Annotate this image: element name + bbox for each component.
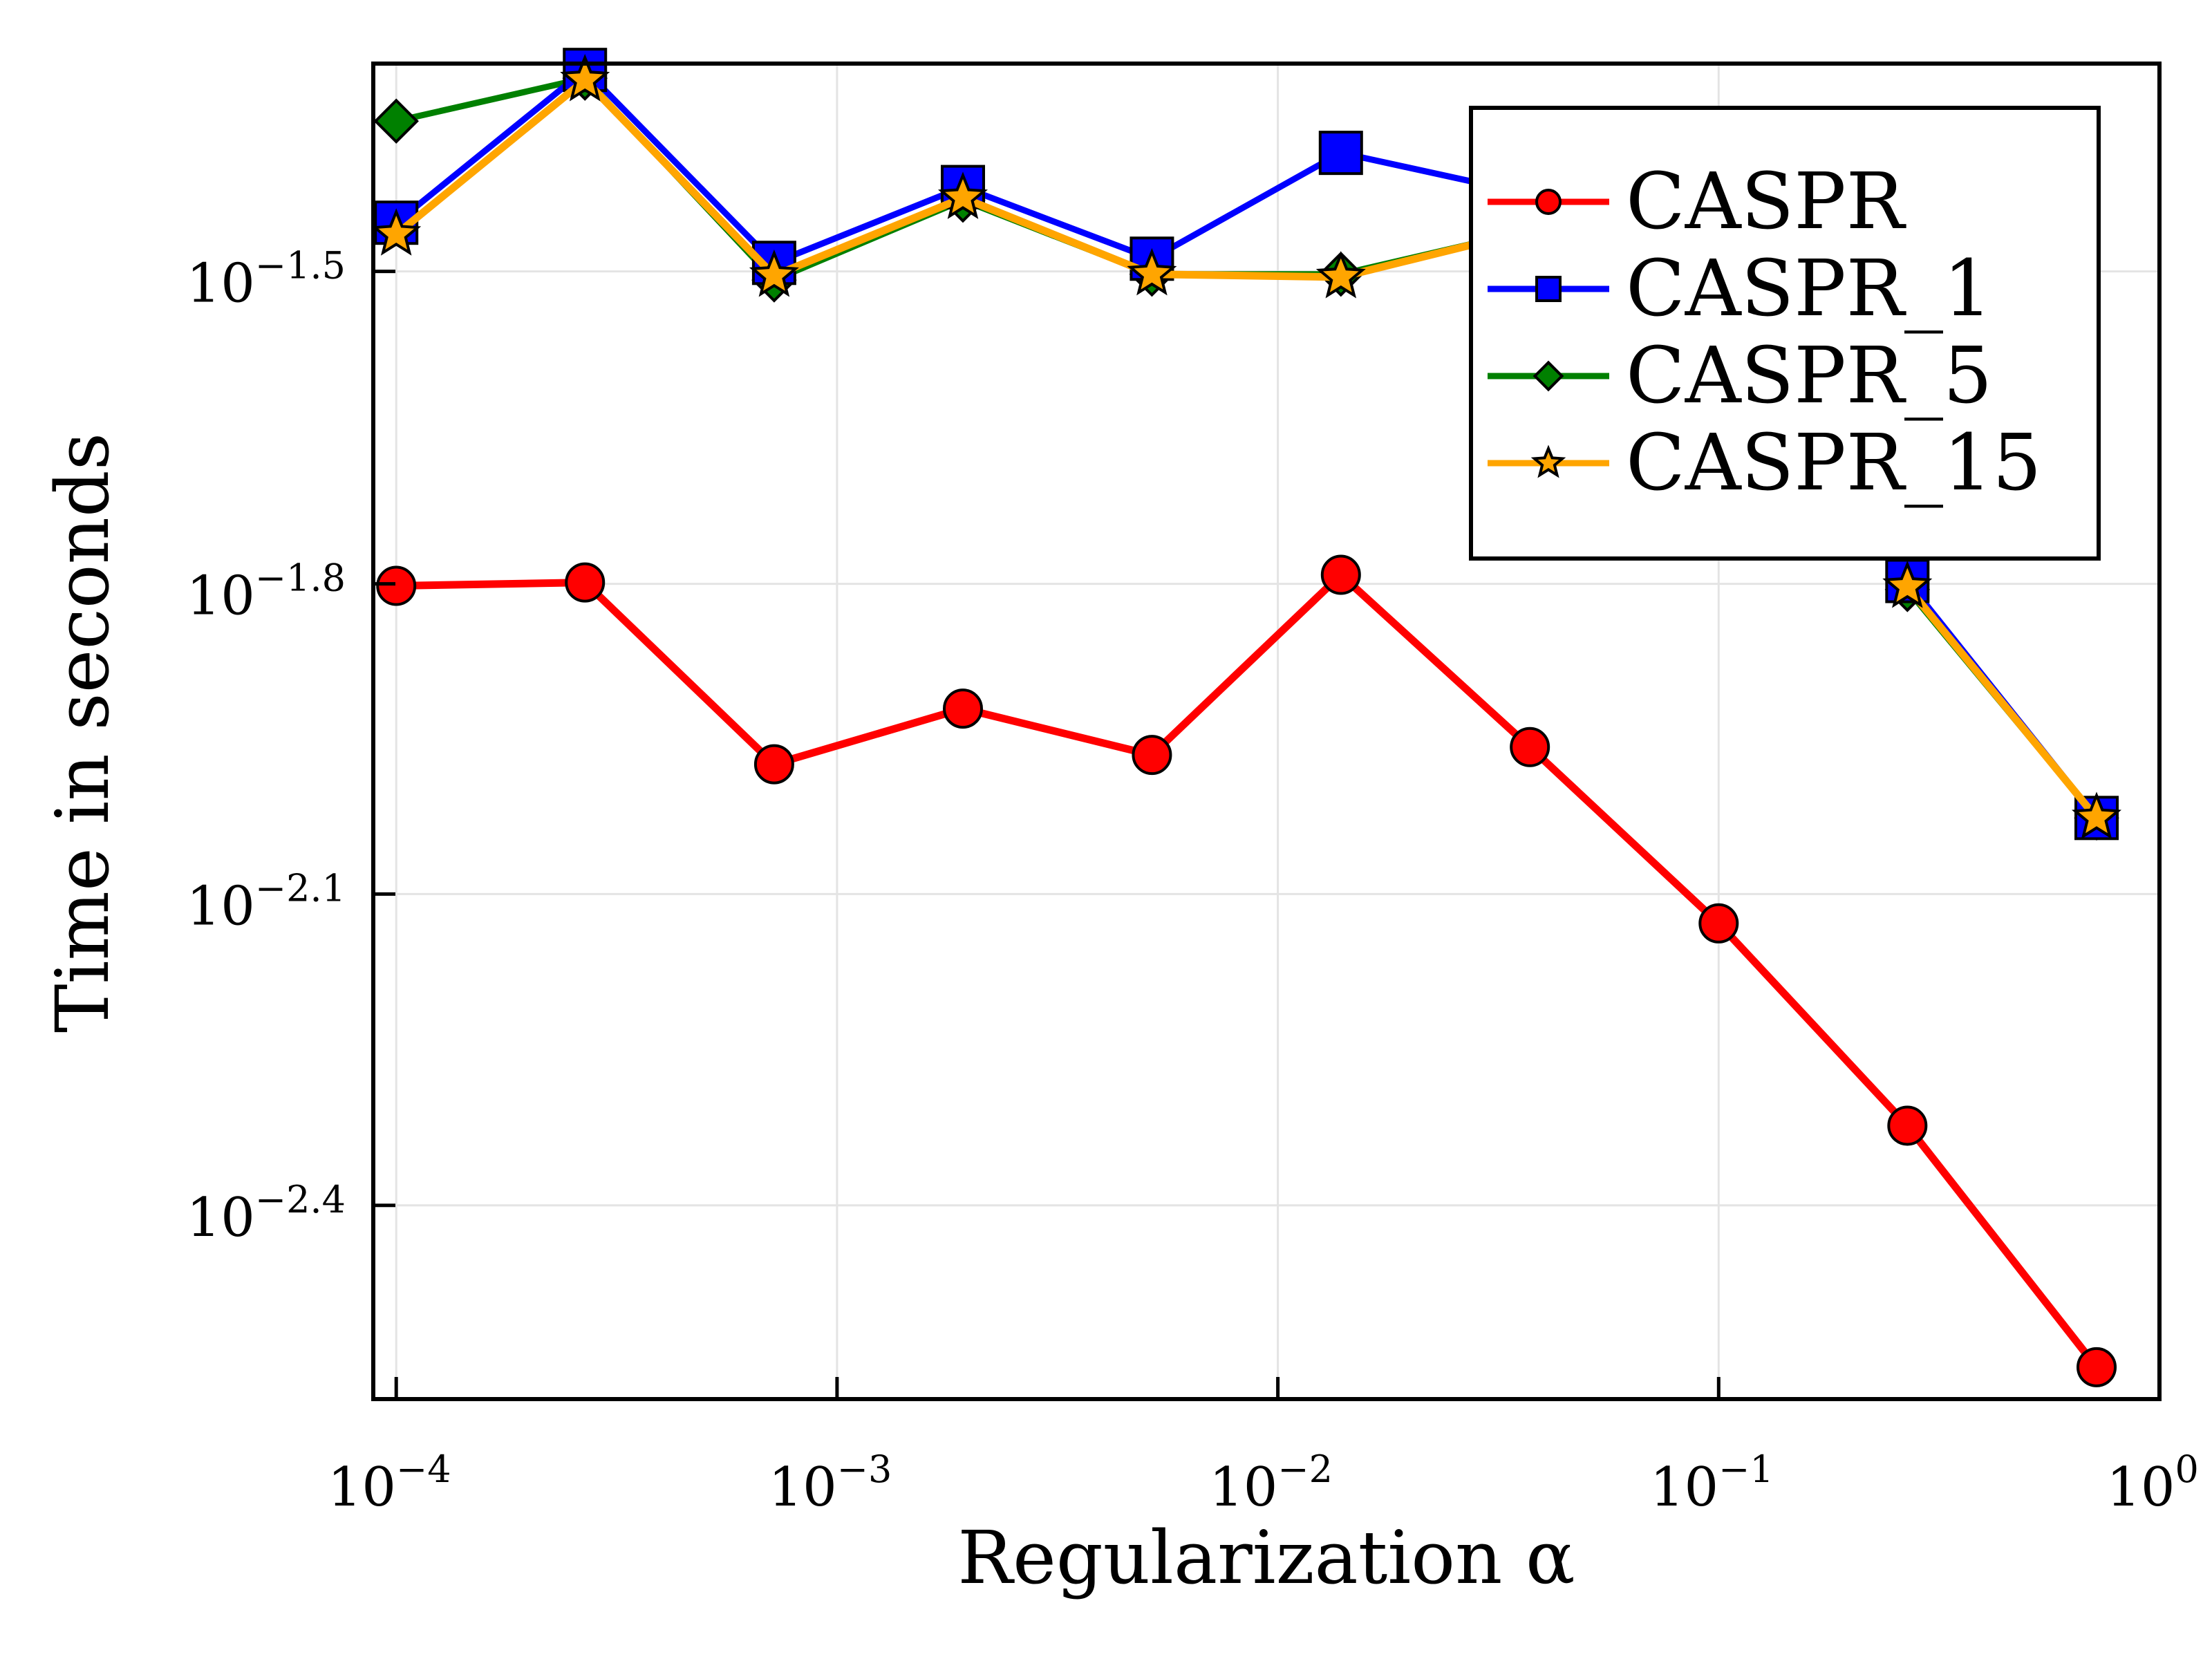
y-tick-label-exponent: −1.8 [255, 556, 346, 600]
legend-entry: CASPR_15 [1488, 418, 2042, 508]
data-point [1887, 1105, 1928, 1146]
x-axis-title: Regularization α [957, 1515, 1575, 1600]
x-tick-label: 10−4 [328, 1447, 451, 1519]
legend-box [1469, 106, 2101, 561]
legend-marker [1535, 189, 1562, 215]
tick-labels: 10−4 10−3 10−2 10−1 10010−1.510−1.810−2.110−… [187, 244, 2199, 1519]
x-tick-label-base: 10 [2106, 1456, 2175, 1519]
x-tick-label-base: 10 [1209, 1456, 1277, 1519]
y-tick-label-base: 10 [187, 565, 255, 628]
legend-marker [1530, 444, 1566, 478]
y-tick-label-exponent: −2.1 [255, 866, 346, 910]
data-point [1318, 131, 1363, 176]
data-point [373, 98, 419, 144]
legend-entry: CASPR [1488, 157, 1907, 247]
series-line [396, 571, 2100, 1370]
x-tick-label: 10−1 [1650, 1447, 1774, 1519]
data-point [565, 562, 606, 603]
x-tick-label-exponent: −2 [1277, 1447, 1333, 1491]
y-tick-label-exponent: −2.4 [255, 1178, 346, 1221]
y-tick-label-base: 10 [187, 253, 255, 315]
data-point [753, 744, 794, 785]
x-tick-label: 10−3 [768, 1447, 892, 1519]
data-point [1320, 554, 1361, 595]
data-point [1698, 903, 1739, 944]
data-point [376, 565, 417, 606]
plot-frame [371, 62, 2162, 1401]
y-tick-label-base: 10 [187, 875, 255, 937]
y-tick-label: 10−1.5 [187, 244, 346, 315]
y-tick-label: 10−1.8 [187, 556, 346, 628]
legend-marker [1535, 276, 1562, 302]
legend-entry: CASPR_1 [1488, 244, 1992, 334]
x-tick-label-exponent: −3 [837, 1447, 892, 1491]
series-line [1904, 584, 2100, 821]
y-tick-label: 10−2.1 [187, 866, 346, 937]
x-tick-label-exponent: −4 [396, 1447, 451, 1491]
x-tick-label-base: 10 [328, 1456, 396, 1519]
series-caspr [376, 554, 2117, 1387]
x-tick-label: 10−2 [1209, 1447, 1333, 1519]
legend-entry: CASPR_5 [1488, 331, 1992, 421]
y-tick-label: 10−2.4 [187, 1178, 346, 1249]
data-point [2077, 1347, 2117, 1387]
data-point [1510, 727, 1550, 767]
x-tick-label-base: 10 [1650, 1456, 1718, 1519]
legend-label: CASPR_5 [1626, 331, 1992, 421]
data-point [749, 249, 799, 297]
y-axis-title: Time in seconds [40, 433, 125, 1033]
legend-label: CASPR_15 [1626, 418, 2042, 508]
data-point [938, 171, 988, 219]
ticks [373, 270, 2162, 1399]
legend-label: CASPR [1626, 157, 1907, 247]
data-point [943, 688, 984, 729]
legend-marker [1533, 360, 1564, 392]
data-point [1882, 560, 1933, 608]
legend-label: CASPR_1 [1626, 244, 1992, 334]
data-point [1315, 251, 1366, 299]
x-tick-label-exponent: −1 [1718, 1447, 1774, 1491]
x-tick-label-base: 10 [768, 1456, 836, 1519]
y-tick-label-exponent: −1.5 [255, 244, 346, 288]
data-point [371, 208, 422, 256]
series-layer [371, 48, 2121, 1387]
data-point [560, 54, 610, 102]
y-tick-label-base: 10 [187, 1187, 255, 1249]
x-tick-label-exponent: 0 [2175, 1447, 2198, 1491]
data-point [1132, 735, 1172, 776]
x-tick-label: 100 [2106, 1447, 2199, 1519]
data-point [1127, 247, 1177, 296]
data-point [2072, 791, 2121, 839]
